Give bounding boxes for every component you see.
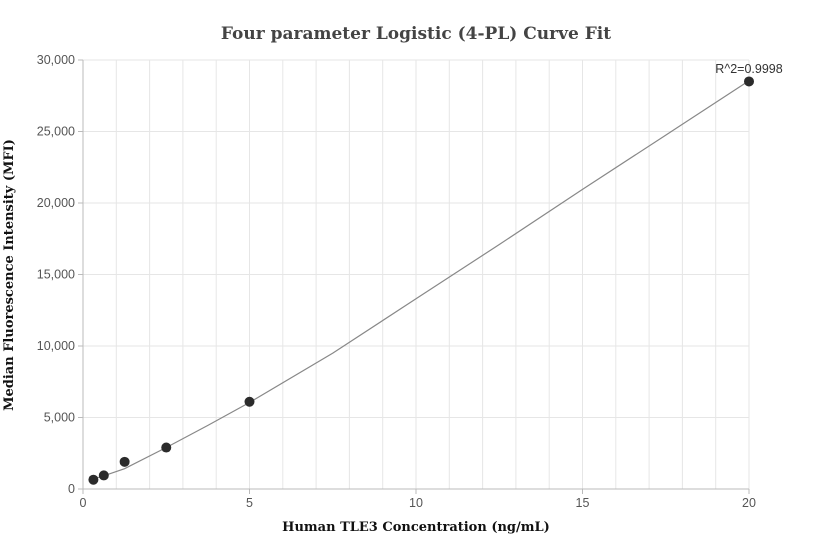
fit-curve	[93, 80, 750, 480]
data-points	[88, 76, 754, 485]
x-axis-label: Human TLE3 Concentration (ng/mL)	[282, 520, 550, 535]
x-tick-label: 5	[246, 496, 253, 510]
data-point[interactable]	[119, 456, 130, 467]
x-tick-label: 10	[409, 496, 423, 510]
y-tick-label: 30,000	[37, 53, 75, 67]
y-tick-label: 20,000	[37, 196, 75, 210]
y-axis-label: Median Fluorescence Intensity (MFI)	[2, 139, 17, 411]
r-squared-annotation: R^2=0.9998	[715, 62, 782, 76]
y-tick-label: 15,000	[37, 268, 75, 282]
data-point[interactable]	[244, 396, 255, 407]
data-point[interactable]	[161, 442, 172, 453]
y-tick-label: 10,000	[37, 339, 75, 353]
x-tick-label: 0	[80, 496, 87, 510]
data-point[interactable]	[88, 474, 99, 485]
data-point[interactable]	[98, 470, 109, 481]
y-tick-label: 25,000	[37, 125, 75, 139]
y-axis-ticks: 0 5,000 10,000 15,000 20,000 25,000 30,000	[37, 53, 83, 496]
y-tick-label: 5,000	[44, 411, 75, 425]
chart-title: Four parameter Logistic (4-PL) Curve Fit	[221, 24, 611, 44]
y-tick-label: 0	[68, 482, 75, 496]
grid	[82, 59, 750, 490]
x-tick-label: 20	[742, 496, 756, 510]
x-tick-label: 15	[576, 496, 590, 510]
x-axis-ticks: 0 5 10 15 20	[80, 489, 756, 510]
data-point[interactable]	[744, 76, 754, 87]
